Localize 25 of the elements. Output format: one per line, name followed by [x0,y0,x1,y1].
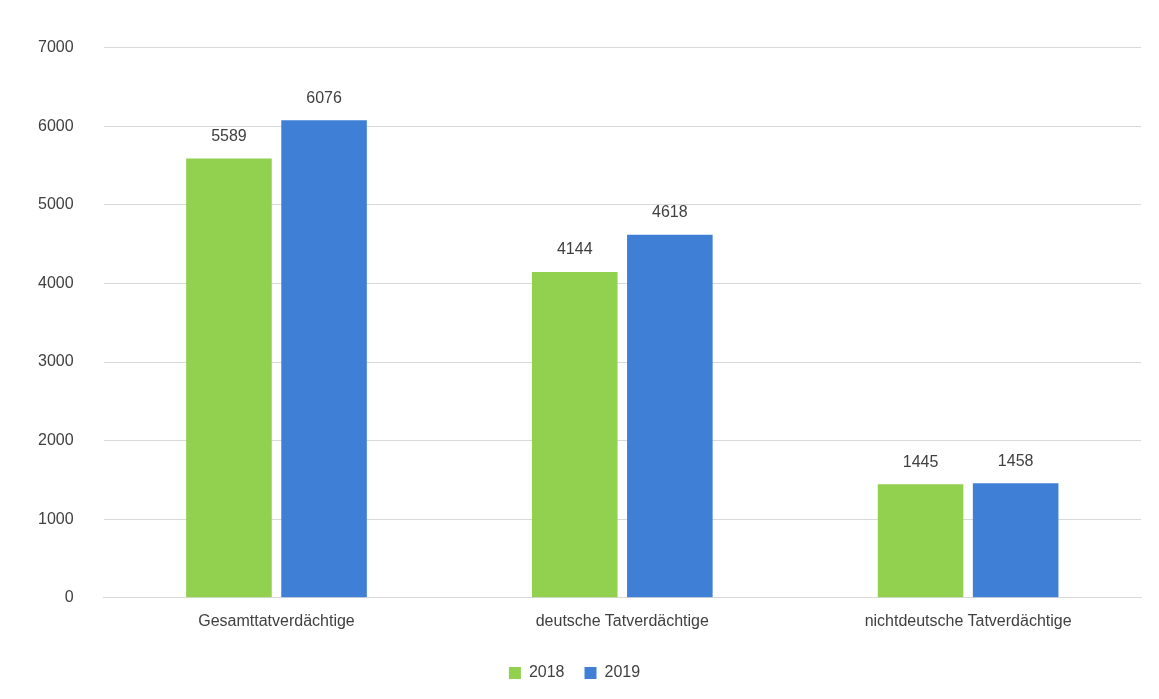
data-label: 1445 [902,452,939,470]
y-tick-label: 7000 [38,38,74,56]
y-tick-label: 4000 [38,273,74,291]
x-tick-label: nichtdeutsche Tatverdächtige [864,611,1072,629]
data-label: 5589 [211,126,247,144]
bar [281,120,367,598]
legend-label: 2018 [528,663,565,681]
x-tick-label: Gesamttatverdächtige [198,611,355,629]
data-label: 4618 [652,203,688,221]
y-tick-label: 1000 [38,509,74,527]
y-tick-label: 5000 [38,195,74,213]
x-tick-label: deutsche Tatverdächtige [535,611,709,629]
bar [972,483,1059,598]
y-tick-label: 2000 [38,431,74,449]
data-label: 6076 [306,88,342,106]
bar [531,272,618,598]
bar [627,234,713,598]
y-tick-label: 0 [64,588,74,606]
bar [877,484,964,598]
y-tick-label: 6000 [38,116,74,134]
data-label: 1458 [997,451,1034,469]
y-tick-label: 3000 [38,352,74,370]
bar [186,158,272,598]
legend-label: 2019 [604,663,641,681]
data-label: 4144 [556,240,593,258]
